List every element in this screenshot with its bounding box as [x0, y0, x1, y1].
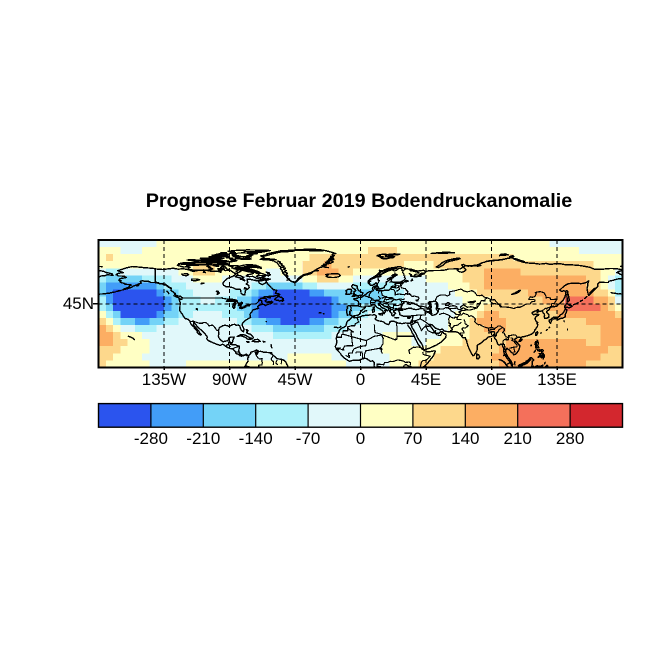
svg-text:-210: -210 [186, 429, 220, 448]
svg-text:90W: 90W [212, 370, 247, 389]
svg-text:70: 70 [403, 429, 422, 448]
svg-text:140: 140 [451, 429, 479, 448]
svg-text:135W: 135W [142, 370, 186, 389]
svg-text:-280: -280 [134, 429, 168, 448]
svg-text:-140: -140 [239, 429, 273, 448]
svg-text:45N: 45N [63, 294, 94, 313]
svg-text:0: 0 [356, 429, 365, 448]
svg-text:0: 0 [356, 370, 365, 389]
svg-text:210: 210 [504, 429, 532, 448]
svg-text:Prognose Februar 2019 Bodendru: Prognose Februar 2019 Bodendruckanomalie [146, 190, 573, 212]
svg-text:135E: 135E [537, 370, 577, 389]
svg-text:90E: 90E [476, 370, 506, 389]
svg-text:45E: 45E [411, 370, 441, 389]
svg-text:280: 280 [556, 429, 584, 448]
svg-text:-70: -70 [296, 429, 321, 448]
svg-text:45W: 45W [278, 370, 313, 389]
